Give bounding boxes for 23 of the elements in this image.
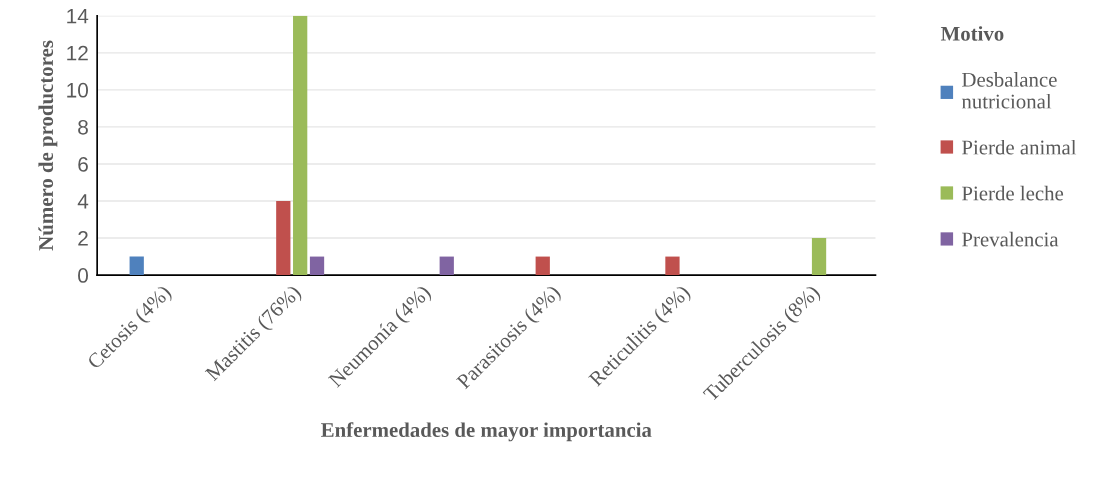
y-axis-title: Número de productores	[38, 40, 58, 251]
legend-title: Motivo	[940, 26, 1004, 41]
y-tick-label: 10	[67, 82, 89, 98]
legend-label: Prevalencia	[962, 231, 1059, 247]
bar	[293, 15, 308, 276]
y-tick-label: 12	[67, 45, 88, 61]
bar	[665, 256, 680, 276]
legend-label: Pierde leche	[962, 185, 1064, 201]
y-tick-label: 0	[78, 268, 88, 283]
y-tick-label: 2	[78, 231, 88, 246]
y-tick-label: 14	[67, 8, 89, 24]
bar	[129, 256, 144, 276]
legend-label: Pierde animal	[962, 139, 1077, 155]
bar	[439, 256, 454, 276]
x-axis-title: Enfermedades de mayor importancia	[321, 422, 652, 442]
bar	[276, 201, 291, 276]
y-tick-label: 8	[78, 119, 88, 135]
y-tick-label: 6	[78, 156, 88, 172]
bar	[535, 256, 550, 276]
legend-label: Desbalance nutricional	[961, 72, 1057, 109]
y-tick-label: 4	[77, 194, 89, 209]
bar	[811, 238, 827, 276]
bar	[309, 256, 325, 276]
